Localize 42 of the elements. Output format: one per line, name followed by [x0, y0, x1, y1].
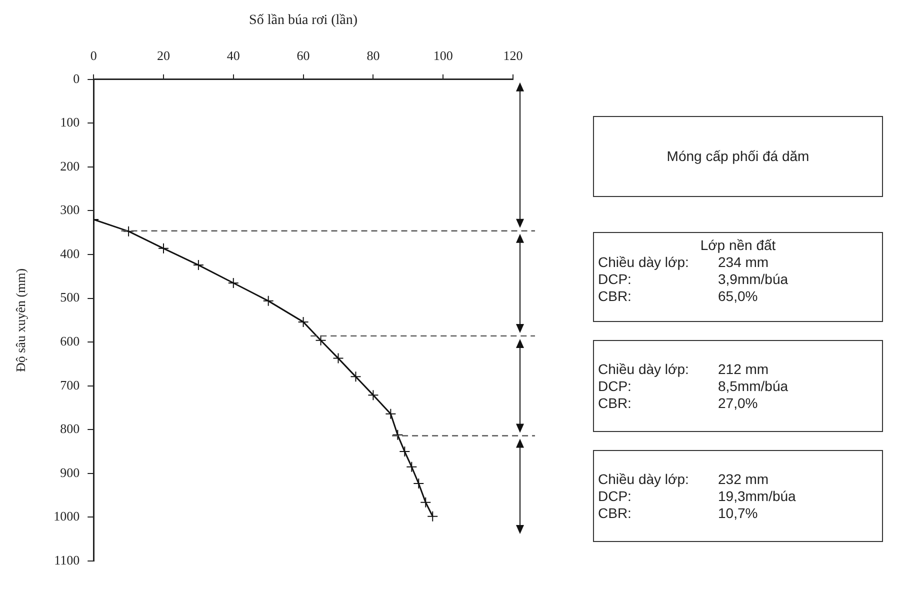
point — [385, 408, 396, 420]
y-tick-label: 1000 — [54, 508, 80, 524]
point — [298, 316, 309, 328]
point — [406, 461, 418, 472]
x-tick-label: 80 — [366, 48, 380, 64]
x-tick-label: 60 — [296, 48, 310, 64]
x-axis-title: Số lần búa rơi (lần) — [249, 13, 358, 28]
point — [315, 334, 326, 346]
point — [262, 295, 274, 306]
y-tick-label: 800 — [60, 421, 80, 436]
text: Chiều dày lớp: 212 mm DCP: 8,5mm/búa CBR: 27,0% — [598, 361, 788, 411]
text: Chiều dày lớp: 232 mm DCP: 19,3mm/búa CBR: 10,7% — [598, 471, 796, 521]
y-axis-title: Độ sâu xuyên (mm) — [13, 268, 28, 372]
point — [420, 496, 432, 508]
y-tick-label: 600 — [60, 334, 80, 349]
x-tick-label: 120 — [503, 48, 523, 64]
point — [123, 226, 134, 237]
point — [413, 478, 424, 490]
x-tick-label: 20 — [157, 48, 170, 64]
x-tick-label: 100 — [433, 48, 453, 64]
point — [399, 446, 410, 458]
y-tick-label: 700 — [60, 377, 80, 392]
y-tick-label: 0 — [73, 70, 80, 86]
y-tick-label: 100 — [60, 114, 80, 130]
y-tick-label: 1100 — [54, 552, 80, 568]
x-tick-label: 40 — [226, 48, 240, 64]
point — [332, 352, 344, 364]
y-tick-label: 900 — [60, 464, 80, 480]
text: Lớp nền đất Chiều dày lớp: 234 mm DCP: 3,9mm/búa CBR: 65,0% — [598, 237, 788, 304]
y-tick-label: 200 — [60, 158, 80, 174]
y-tick-label: 500 — [60, 290, 80, 305]
point — [368, 390, 379, 401]
point — [350, 371, 362, 382]
point — [192, 260, 204, 271]
y-tick-label: 300 — [60, 202, 80, 218]
text: Móng cấp phối đá dăm — [666, 148, 810, 165]
point — [228, 277, 239, 288]
y-tick-label: 400 — [60, 246, 80, 261]
point — [427, 510, 438, 522]
x-tick-label: 0 — [90, 48, 97, 64]
point — [158, 242, 169, 254]
point — [392, 429, 404, 440]
